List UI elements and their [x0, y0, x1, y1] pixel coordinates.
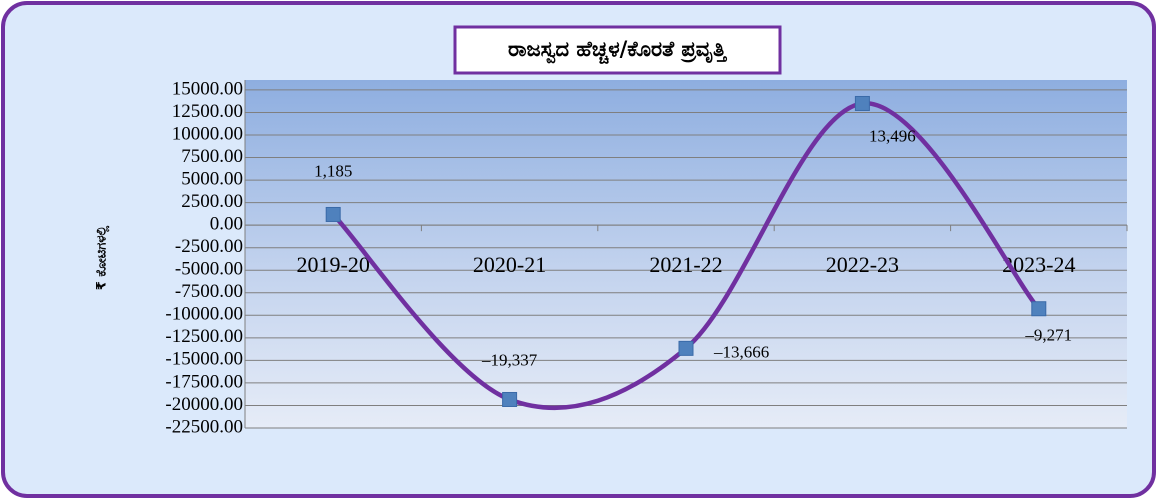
y-tick-label: 10000.00 [172, 123, 243, 144]
y-tick-label: -17500.00 [165, 371, 243, 392]
y-tick-label: -2500.00 [175, 236, 243, 257]
y-tick-label: -22500.00 [165, 416, 243, 437]
series-line [331, 101, 1041, 411]
marker [854, 95, 870, 111]
data-label: –19,337 [481, 350, 538, 369]
plot-area [245, 80, 1127, 428]
y-tick-label: 2500.00 [181, 191, 243, 212]
y-tick-label: -12500.00 [165, 326, 243, 347]
marker [1031, 301, 1047, 317]
x-tick-label: 2021-22 [649, 252, 722, 277]
y-axis-label: ₹ ಕೋಟಿಗಳಲ್ಲಿ [95, 226, 111, 291]
data-label: 13,496 [869, 126, 916, 145]
data-label: –13,666 [713, 342, 769, 361]
chart-title: ರಾಜಸ್ವದ ಹೆಚ್ಚಳ/ಕೊರತೆ ಪ್ರವೃತ್ತಿ [508, 37, 727, 64]
y-tick-label: -10000.00 [165, 304, 243, 325]
y-tick-label: -20000.00 [165, 394, 243, 415]
x-tick-label: 2019-20 [297, 252, 370, 277]
marker [502, 391, 518, 407]
y-tick-label: 7500.00 [181, 146, 243, 167]
y-tick-label: 12500.00 [172, 101, 243, 122]
x-tick-label: 2020-21 [473, 252, 546, 277]
marker [678, 340, 694, 356]
y-tick-label: 15000.00 [172, 78, 243, 99]
x-tick-label: 2022-23 [826, 252, 899, 277]
y-tick-label: -5000.00 [175, 259, 243, 280]
y-tick-label: -7500.00 [175, 281, 243, 302]
title-box [453, 25, 782, 75]
data-label: 1,185 [314, 161, 352, 180]
marker [325, 206, 341, 222]
y-tick-label: 0.00 [210, 214, 243, 235]
data-label: –9,271 [1024, 326, 1072, 345]
y-tick-label: 5000.00 [181, 168, 243, 189]
y-tick-label: -15000.00 [165, 349, 243, 370]
